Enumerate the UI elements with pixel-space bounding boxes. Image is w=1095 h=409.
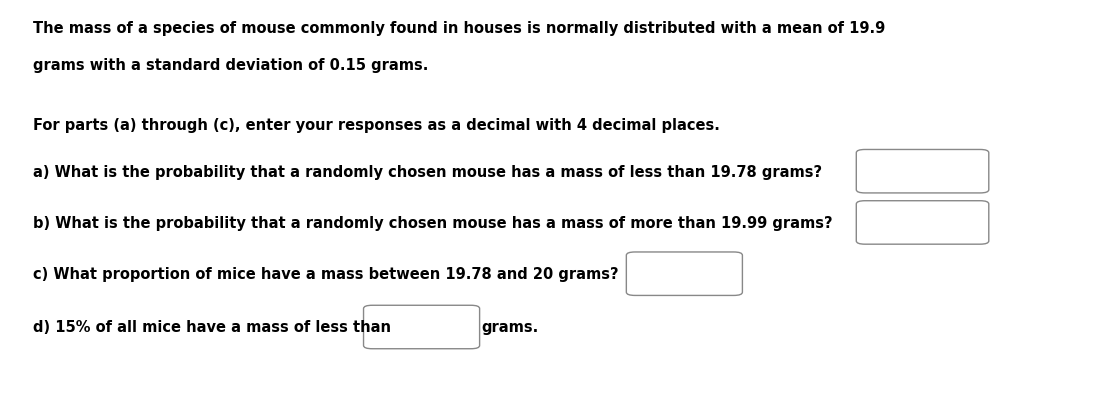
Text: grams with a standard deviation of 0.15 grams.: grams with a standard deviation of 0.15 …: [33, 58, 428, 73]
Text: grams.: grams.: [482, 320, 539, 335]
Text: d) 15% of all mice have a mass of less than: d) 15% of all mice have a mass of less t…: [33, 320, 391, 335]
FancyBboxPatch shape: [856, 201, 989, 245]
Text: a) What is the probability that a randomly chosen mouse has a mass of less than : a) What is the probability that a random…: [33, 164, 822, 179]
Text: For parts (a) through (c), enter your responses as a decimal with 4 decimal plac: For parts (a) through (c), enter your re…: [33, 117, 719, 132]
Text: b) What is the probability that a randomly chosen mouse has a mass of more than : b) What is the probability that a random…: [33, 216, 832, 230]
Text: c) What proportion of mice have a mass between 19.78 and 20 grams?: c) What proportion of mice have a mass b…: [33, 267, 619, 281]
Text: The mass of a species of mouse commonly found in houses is normally distributed : The mass of a species of mouse commonly …: [33, 21, 885, 36]
FancyBboxPatch shape: [626, 252, 742, 296]
FancyBboxPatch shape: [364, 306, 480, 349]
FancyBboxPatch shape: [856, 150, 989, 193]
